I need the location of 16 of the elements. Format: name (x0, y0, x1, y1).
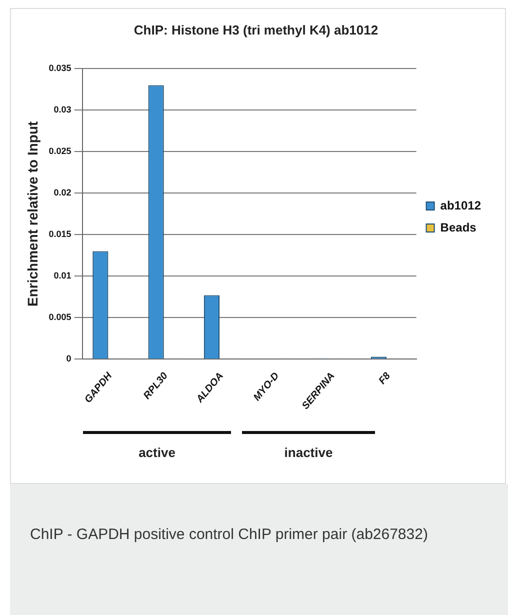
y-tick-label: 0.025 (48, 146, 72, 156)
legend-label: Beads (440, 220, 477, 234)
y-tick-label: 0.015 (48, 229, 72, 240)
chart-title: ChIP: Histone H3 (tri methyl K4) ab1012 (134, 22, 378, 38)
text: ChIP - GAPDH positive control ChIP primer pair (ab267832) (30, 526, 428, 543)
text: active (138, 445, 176, 460)
y-tick-label: 0.01 (54, 270, 72, 281)
text: inactive (283, 445, 334, 460)
y-axis-title: Enrichment relative to Input (24, 121, 40, 306)
y-tick-label: 0 (66, 354, 72, 364)
y-tick-label: 0.035 (48, 63, 72, 74)
x-tick-label: F8 (376, 370, 394, 387)
y-tick-label: 0.03 (54, 104, 72, 115)
y-tick-label: 0.02 (54, 188, 72, 198)
legend-label: ab1012 (440, 198, 482, 212)
y-tick-label: 0.005 (48, 312, 72, 322)
